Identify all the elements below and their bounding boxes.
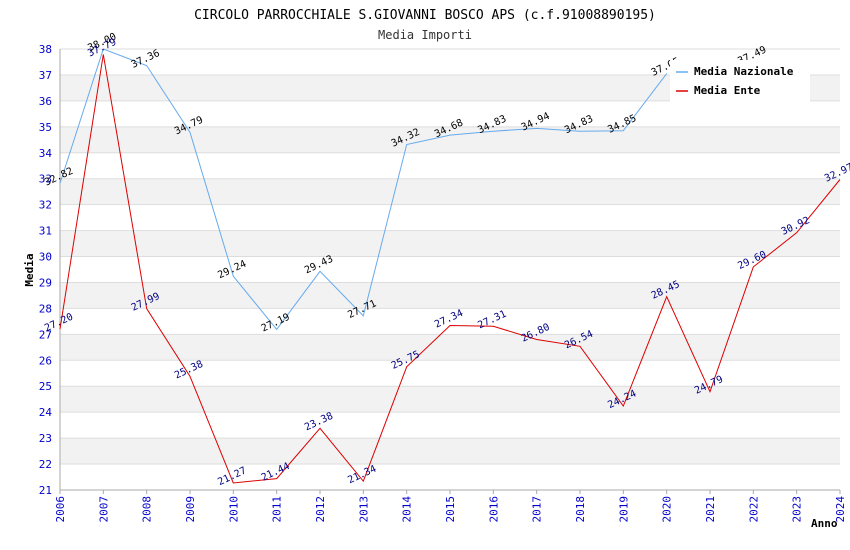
x-tick-label: 2009 <box>184 496 197 523</box>
x-axis-ticks: 2006 2007 2008 2009 2010 2011 2012 2013 2014 2015… <box>54 490 847 523</box>
x-tick-label: 2021 <box>704 496 717 523</box>
chart-title: CIRCOLO PARROCCHIALE S.GIOVANNI BOSCO AP… <box>194 8 656 23</box>
legend: Media Nazionale Media Ente <box>670 60 810 102</box>
grid-band <box>60 230 840 257</box>
y-tick-label: 36 <box>39 95 52 108</box>
legend-box <box>670 60 810 102</box>
y-tick-label: 27 <box>39 328 52 341</box>
y-tick-label: 32 <box>39 199 52 212</box>
x-tick-label: 2011 <box>271 496 284 523</box>
grid-band <box>60 438 840 465</box>
x-tick-label: 2023 <box>791 496 804 523</box>
grid-band <box>60 152 840 179</box>
y-tick-label: 26 <box>39 354 52 367</box>
grid-band <box>60 100 840 127</box>
series-layer <box>59 49 841 484</box>
grid-band <box>60 360 840 387</box>
x-tick-label: 2012 <box>314 496 327 523</box>
x-tick-label: 2015 <box>444 496 457 523</box>
x-tick-label: 2014 <box>401 496 414 523</box>
grid-band <box>60 282 840 309</box>
grid-band <box>60 464 840 490</box>
y-tick-label: 33 <box>39 173 52 186</box>
y-tick-label: 30 <box>39 251 52 264</box>
y-tick-label: 25 <box>39 380 52 393</box>
x-tick-label: 2017 <box>531 496 544 523</box>
series-line-media-ente <box>59 54 841 484</box>
legend-label-media-ente: Media Ente <box>694 84 761 97</box>
x-tick-label: 2022 <box>747 496 760 523</box>
y-tick-label: 22 <box>39 458 52 471</box>
y-tick-label: 23 <box>39 432 52 445</box>
y-tick-label: 34 <box>39 147 53 160</box>
x-tick-label: 2008 <box>141 496 154 523</box>
y-axis-ticks: 21 22 23 24 25 26 27 28 29 30 31 32 33 34 35 36 37 38 <box>39 43 53 497</box>
x-tick-label: 2016 <box>487 496 500 523</box>
grid-band <box>60 334 840 361</box>
y-axis-label: Media <box>23 253 36 286</box>
grid-band <box>60 256 840 283</box>
y-tick-label: 37 <box>39 69 52 82</box>
grid-band <box>60 386 840 413</box>
x-tick-label: 2020 <box>661 496 674 523</box>
x-tick-label: 2019 <box>617 496 630 523</box>
legend-label-media-nazionale: Media Nazionale <box>694 65 794 78</box>
x-tick-label: 2024 <box>834 496 847 523</box>
grid-band <box>60 308 840 335</box>
x-tick-label: 2013 <box>357 496 370 523</box>
x-tick-label: 2010 <box>227 496 240 523</box>
grid-band <box>60 126 840 153</box>
x-axis-label: Anno <box>811 517 838 530</box>
y-tick-label: 29 <box>39 276 52 289</box>
y-tick-label: 28 <box>39 302 52 315</box>
grid-band <box>60 412 840 439</box>
y-tick-label: 21 <box>39 484 52 497</box>
x-tick-label: 2006 <box>54 496 67 523</box>
y-tick-label: 35 <box>39 121 52 134</box>
grid-band <box>60 178 840 205</box>
x-tick-label: 2007 <box>97 496 110 523</box>
x-tick-label: 2018 <box>574 496 587 523</box>
grid-band <box>60 204 840 231</box>
chart-subtitle: Media Importi <box>378 28 472 42</box>
y-tick-label: 31 <box>39 225 52 238</box>
y-tick-label: 38 <box>39 43 52 56</box>
y-tick-label: 24 <box>39 406 53 419</box>
grid-bands <box>60 48 840 491</box>
